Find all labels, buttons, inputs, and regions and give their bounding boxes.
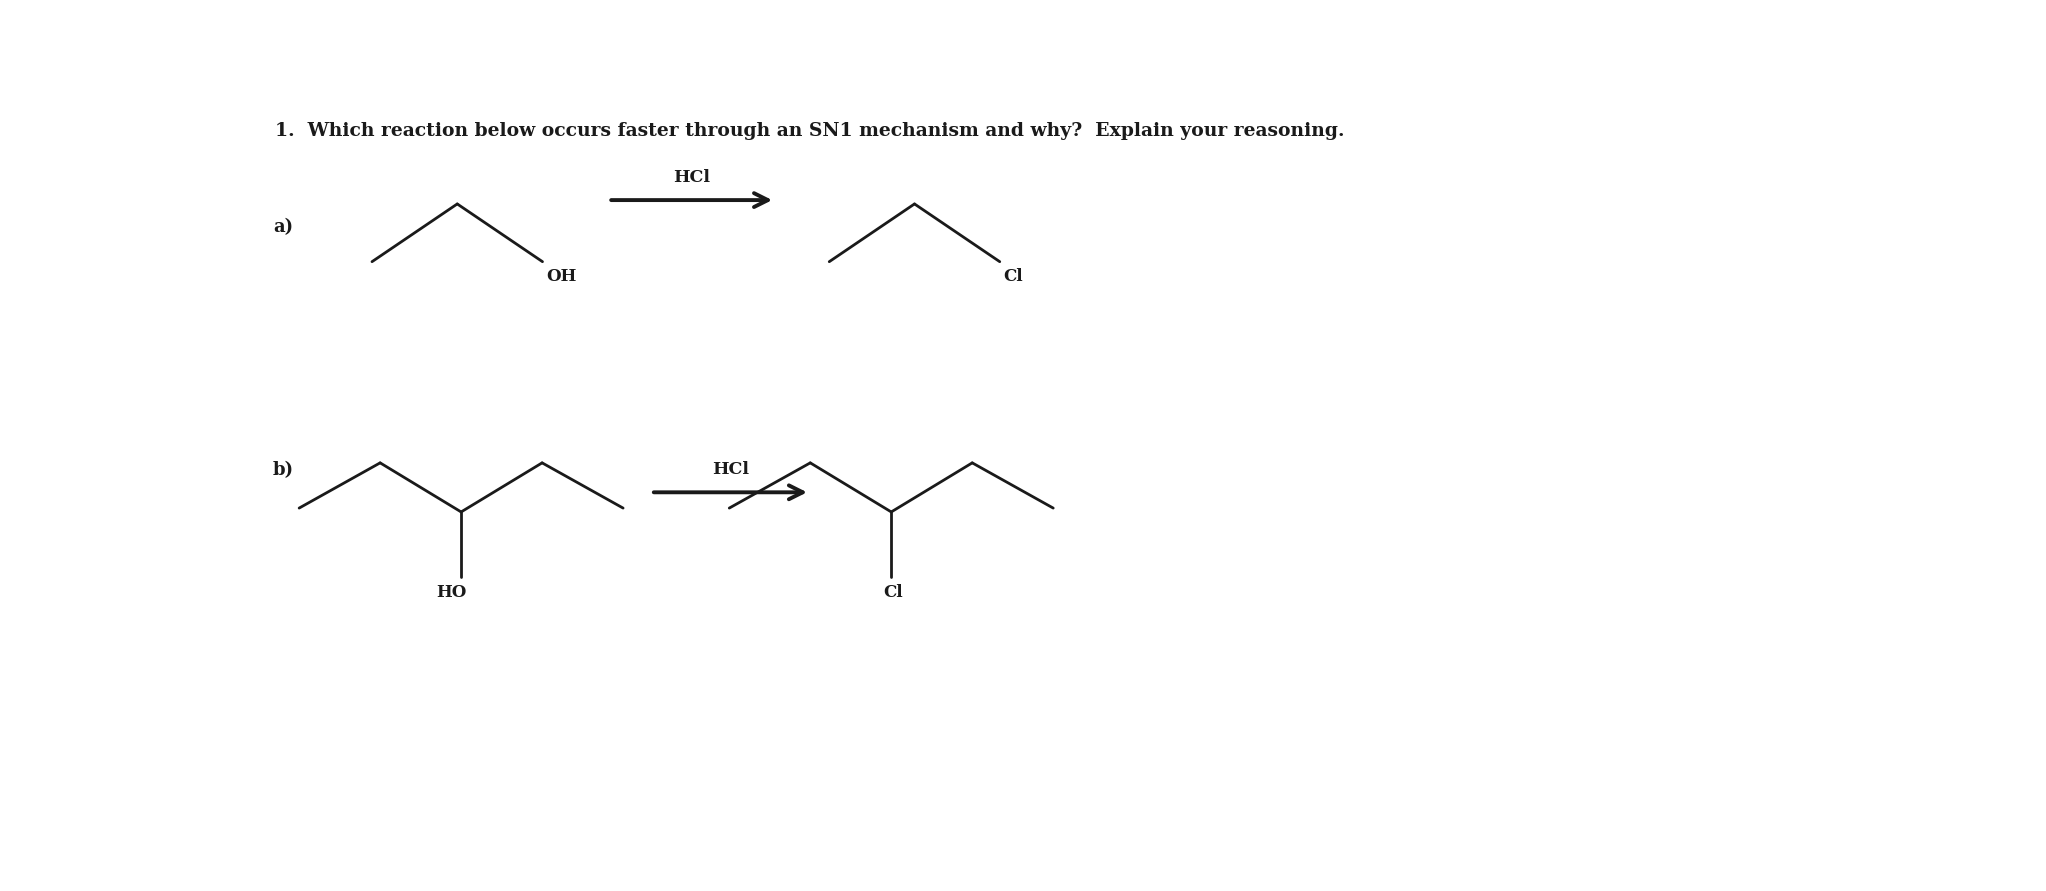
Text: a): a) — [272, 218, 293, 236]
Text: OH: OH — [546, 268, 577, 285]
Text: HO: HO — [436, 584, 466, 601]
Text: Cl: Cl — [1005, 268, 1023, 285]
Text: Cl: Cl — [884, 584, 902, 601]
Text: 1.  Which reaction below occurs faster through an SN1 mechanism and why?  Explai: 1. Which reaction below occurs faster th… — [274, 121, 1344, 140]
Text: b): b) — [272, 461, 295, 478]
Text: HCl: HCl — [673, 169, 710, 186]
Text: HCl: HCl — [712, 462, 749, 478]
